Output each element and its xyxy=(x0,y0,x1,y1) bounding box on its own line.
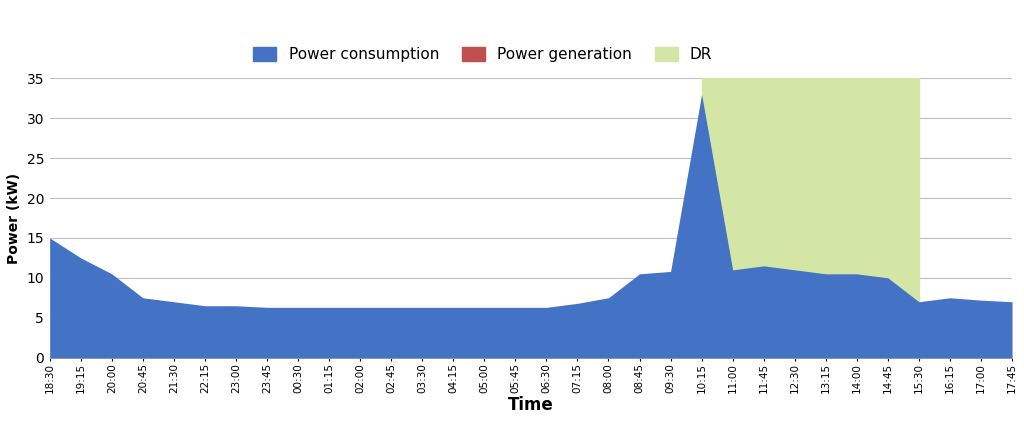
Legend: Power consumption, Power generation, DR: Power consumption, Power generation, DR xyxy=(253,47,712,62)
Bar xyxy=(701,78,919,357)
Y-axis label: Power (kW): Power (kW) xyxy=(7,173,20,264)
X-axis label: Time: Time xyxy=(508,396,554,414)
